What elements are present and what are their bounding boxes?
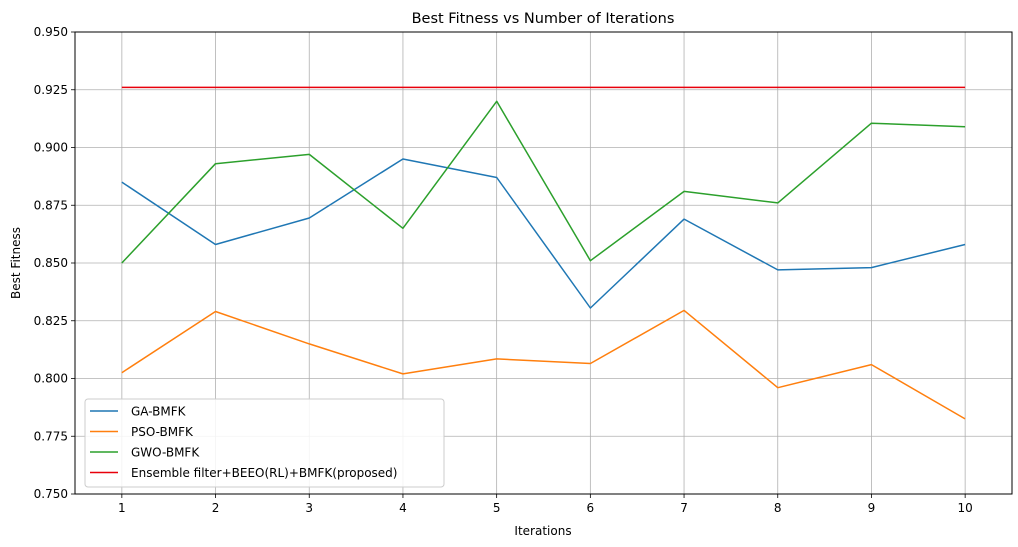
y-tick-label: 0.950 <box>34 25 68 39</box>
legend-label: GWO-BMFK <box>131 446 200 460</box>
axis-ticks: 1 2 3 4 5 6 7 8 9 10 0.750 0.775 0.800 0.825 0.850 0.87… <box>34 25 973 515</box>
x-tick-label: 3 <box>305 501 313 515</box>
x-tick-label: 7 <box>680 501 688 515</box>
chart-title: Best Fitness vs Number of Iterations <box>412 11 675 27</box>
legend-label: Ensemble filter+BEEO(RL)+BMFK(proposed) <box>131 466 397 480</box>
legend-box <box>84 398 445 488</box>
series-lines <box>121 86 966 420</box>
x-axis-label: Iterations <box>514 524 571 538</box>
x-tick-label: 6 <box>587 501 595 515</box>
series-line-1 <box>121 158 966 309</box>
y-tick-label: 0.750 <box>34 487 68 501</box>
x-tick-label: 9 <box>868 501 876 515</box>
y-tick-label: 0.825 <box>34 314 68 328</box>
legend-label: GA-BMFK <box>131 405 187 419</box>
x-tick-label: 2 <box>212 501 220 515</box>
x-tick-label: 5 <box>493 501 501 515</box>
y-tick-label: 0.900 <box>34 141 68 155</box>
series-line-2 <box>121 309 966 420</box>
x-tick-label: 8 <box>774 501 782 515</box>
x-tick-label: 1 <box>118 501 126 515</box>
series-line-3 <box>121 100 966 264</box>
legend-label: PSO-BMFK <box>131 425 194 439</box>
x-tick-label: 4 <box>399 501 407 515</box>
y-tick-label: 0.850 <box>34 256 68 270</box>
y-tick-label: 0.775 <box>34 429 68 443</box>
legend: GA-BMFK PSO-BMFK GWO-BMFK Ensemble filter+B… <box>84 398 445 488</box>
y-axis-label: Best Fitness <box>9 227 23 299</box>
y-tick-label: 0.925 <box>34 83 68 97</box>
y-tick-label: 0.875 <box>34 198 68 212</box>
x-tick-label: 10 <box>958 501 973 515</box>
y-tick-label: 0.800 <box>34 372 68 386</box>
